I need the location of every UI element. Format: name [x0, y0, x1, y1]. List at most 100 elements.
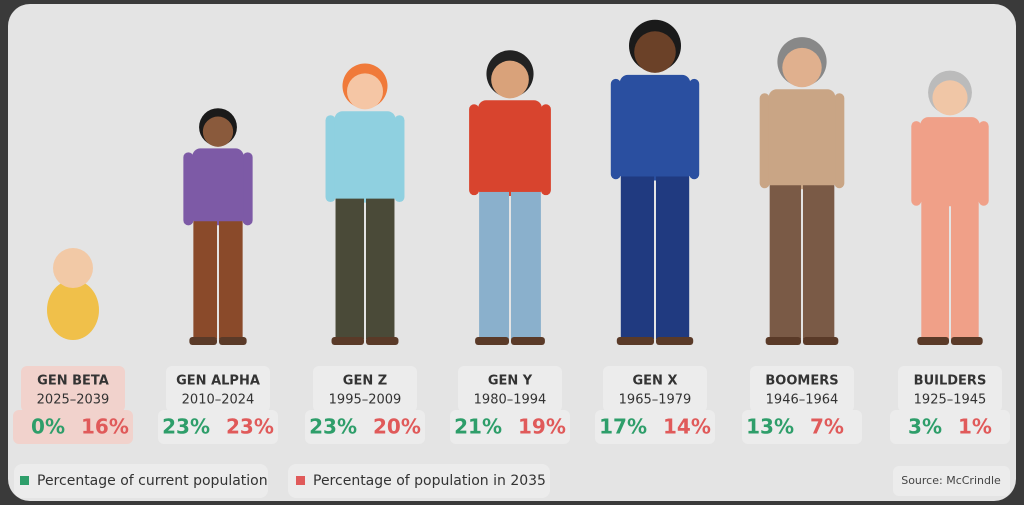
- figure-shoe: [366, 337, 399, 345]
- generation-years: 1965–1979: [619, 393, 692, 408]
- future-percent: 19%: [518, 415, 566, 439]
- legend-swatch: [296, 476, 305, 485]
- label-box: [898, 366, 1002, 412]
- figure-arm: [978, 121, 989, 206]
- generation-years: 1980–1994: [474, 393, 547, 408]
- figure-arm: [325, 115, 336, 203]
- figure-shoe: [219, 337, 247, 345]
- figure-arm: [394, 115, 405, 203]
- figure-body: [47, 280, 99, 340]
- figure-arm: [610, 78, 621, 180]
- legend-box: [14, 464, 268, 498]
- figure-leg: [335, 198, 364, 339]
- source: Source: McCrindle: [901, 474, 1001, 487]
- generation-name: GEN X: [633, 374, 678, 389]
- source-box: [893, 466, 1010, 496]
- value-box: [450, 410, 570, 444]
- figure-head: [202, 116, 234, 147]
- value-box: [13, 410, 133, 444]
- generation-years: 1995–2009: [329, 393, 402, 408]
- generation-name: BUILDERS: [914, 374, 987, 389]
- figure-leg: [921, 202, 949, 339]
- label-box: [750, 366, 854, 412]
- generation-years: 1925–1945: [914, 393, 987, 408]
- figure-torso: [920, 117, 980, 207]
- current-percent: 13%: [746, 415, 794, 439]
- generation-years: 1946–1964: [766, 393, 839, 408]
- figure-leg: [656, 176, 690, 339]
- figure-head: [346, 73, 384, 110]
- figure-arm: [242, 152, 253, 226]
- current-percent: 23%: [162, 415, 210, 439]
- future-percent: 23%: [226, 415, 274, 439]
- figure-torso: [334, 111, 396, 203]
- value-box: [158, 410, 278, 444]
- figure-torso: [478, 100, 542, 196]
- value-box: [890, 410, 1010, 444]
- generation-name: GEN Y: [488, 374, 533, 389]
- figure-leg: [479, 191, 509, 339]
- figure-leg: [951, 202, 979, 339]
- label-box: [458, 366, 562, 412]
- figure-arm: [911, 121, 922, 206]
- current-percent: 21%: [454, 415, 502, 439]
- figure-arm: [834, 93, 845, 189]
- figure-arm: [183, 152, 194, 226]
- figure-head: [491, 60, 529, 99]
- legend-label: Percentage of population in 2035: [313, 473, 546, 489]
- figure-shoe: [331, 337, 364, 345]
- figure-shoe: [917, 337, 949, 345]
- generation-name: GEN ALPHA: [176, 374, 260, 389]
- figure-arm: [540, 104, 551, 196]
- future-percent: 14%: [663, 415, 711, 439]
- label-box: [313, 366, 417, 412]
- current-percent: 17%: [599, 415, 647, 439]
- figure-shoe: [189, 337, 217, 345]
- generation-name: BOOMERS: [765, 374, 838, 389]
- figure-shoe: [951, 337, 983, 345]
- future-percent: 1%: [958, 415, 992, 439]
- figure-leg: [219, 221, 243, 339]
- figure-shoe: [803, 337, 839, 345]
- figure-head: [932, 80, 968, 116]
- figure-shoe: [475, 337, 509, 345]
- future-percent: 20%: [373, 415, 421, 439]
- figure-arm: [759, 93, 770, 189]
- value-box: [595, 410, 715, 444]
- figure-leg: [366, 198, 395, 339]
- figure-arm: [469, 104, 480, 196]
- figure-head: [634, 31, 676, 73]
- figure-arm: [689, 78, 700, 180]
- generation-years: 2025–2039: [37, 393, 110, 408]
- value-box: [742, 410, 862, 444]
- figure-shoe: [656, 337, 694, 345]
- legend-swatch: [20, 476, 29, 485]
- figure-leg: [511, 191, 541, 339]
- figure-torso: [768, 89, 836, 190]
- figure-torso: [619, 74, 691, 181]
- current-percent: 23%: [309, 415, 357, 439]
- figure-shoe: [765, 337, 801, 345]
- figure-leg: [620, 176, 654, 339]
- figure-leg: [193, 221, 217, 339]
- generation-name: GEN BETA: [37, 374, 109, 389]
- legend-label: Percentage of current population: [37, 473, 268, 489]
- figure-shoe: [616, 337, 654, 345]
- figure-head: [53, 248, 93, 288]
- figure-torso: [192, 148, 244, 226]
- current-percent: 3%: [908, 415, 942, 439]
- figure-head: [782, 47, 822, 88]
- value-box: [305, 410, 425, 444]
- current-percent: 0%: [31, 415, 65, 439]
- figure-shoe: [511, 337, 545, 345]
- label-box: [603, 366, 707, 412]
- future-percent: 7%: [810, 415, 844, 439]
- legend-box: [288, 464, 550, 498]
- future-percent: 16%: [81, 415, 129, 439]
- generation-name: GEN Z: [343, 374, 387, 389]
- label-box: [166, 366, 270, 412]
- label-box: [21, 366, 125, 412]
- generation-years: 2010–2024: [182, 393, 255, 408]
